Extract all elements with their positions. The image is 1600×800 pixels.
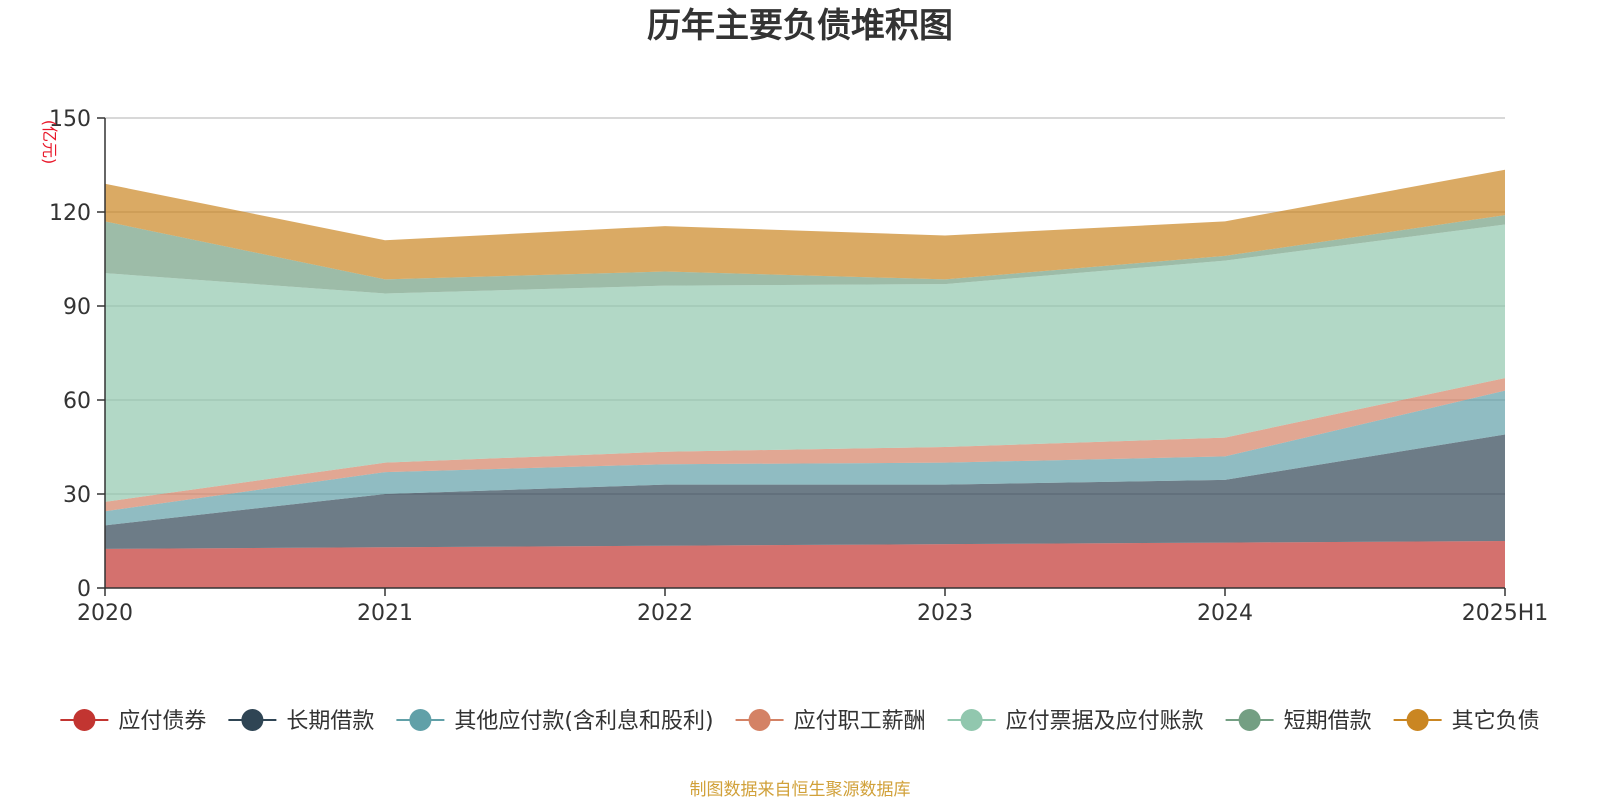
x-tick-label: 2024 [1197, 601, 1253, 626]
area-series-0[interactable] [105, 541, 1505, 588]
data-source-note: 制图数据来自恒生聚源数据库 [689, 780, 911, 800]
legend-label: 长期借款 [286, 709, 374, 734]
area-series-1[interactable] [105, 434, 1505, 549]
legend-circle-marker [73, 709, 96, 731]
legend-label: 短期借款 [1284, 709, 1372, 734]
x-tick-label: 2025H1 [1462, 601, 1549, 626]
y-tick-label: 90 [63, 295, 91, 320]
x-tick-label: 2021 [357, 601, 413, 626]
legend-item-5[interactable]: 短期借款 [1225, 709, 1372, 734]
legend-label: 应付票据及应付账款 [1006, 709, 1204, 734]
y-tick-label: 120 [49, 201, 91, 226]
legend-circle-marker [1238, 709, 1261, 731]
legend-label: 其他应付款(含利息和股利) [454, 709, 713, 734]
area-series-2[interactable] [105, 390, 1505, 526]
area-series-5[interactable] [105, 215, 1505, 294]
legend-item-0[interactable]: 应付债券 [60, 709, 206, 734]
legend-item-4[interactable]: 应付票据及应付账款 [947, 709, 1204, 734]
y-tick-label: 30 [63, 483, 91, 508]
legend-label: 应付职工薪酬 [794, 709, 926, 734]
legend-circle-marker [1406, 709, 1429, 731]
legend-label: 应付债券 [118, 709, 206, 734]
x-tick-label: 2023 [917, 601, 973, 626]
legend-item-6[interactable]: 其它负债 [1393, 709, 1540, 734]
legend[interactable]: 应付债券 长期借款 其他应付款(含利息和股利) 应付职工薪酬 应付票据及应付账款 短期借款… [60, 709, 1540, 734]
axis-layer: 0 30 60 90 120 150 2020 2021 2022 2023 2024 2025H1 (… [40, 107, 1548, 626]
legend-item-2[interactable]: 其他应付款(含利息和股利) [396, 709, 714, 734]
area-layer [105, 169, 1505, 588]
area-series-4[interactable] [105, 224, 1505, 502]
chart-title: 历年主要负债堆积图 [647, 6, 953, 46]
area-series-6[interactable] [105, 169, 1505, 280]
legend-circle-marker [960, 709, 983, 731]
area-series-3[interactable] [105, 378, 1505, 512]
y-tick-label: 60 [63, 389, 91, 414]
x-tick-label: 2022 [637, 601, 693, 626]
legend-label: 其它负债 [1452, 709, 1540, 734]
legend-item-1[interactable]: 长期借款 [228, 709, 374, 734]
y-tick-label: 150 [49, 107, 91, 132]
y-tick-label: 0 [77, 577, 91, 602]
y-axis-unit: (亿元) [40, 120, 59, 165]
legend-circle-marker [409, 709, 432, 731]
x-tick-label: 2020 [77, 601, 133, 626]
legend-circle-marker [241, 709, 264, 731]
legend-circle-marker [748, 709, 771, 731]
legend-item-3[interactable]: 应付职工薪酬 [735, 709, 926, 734]
